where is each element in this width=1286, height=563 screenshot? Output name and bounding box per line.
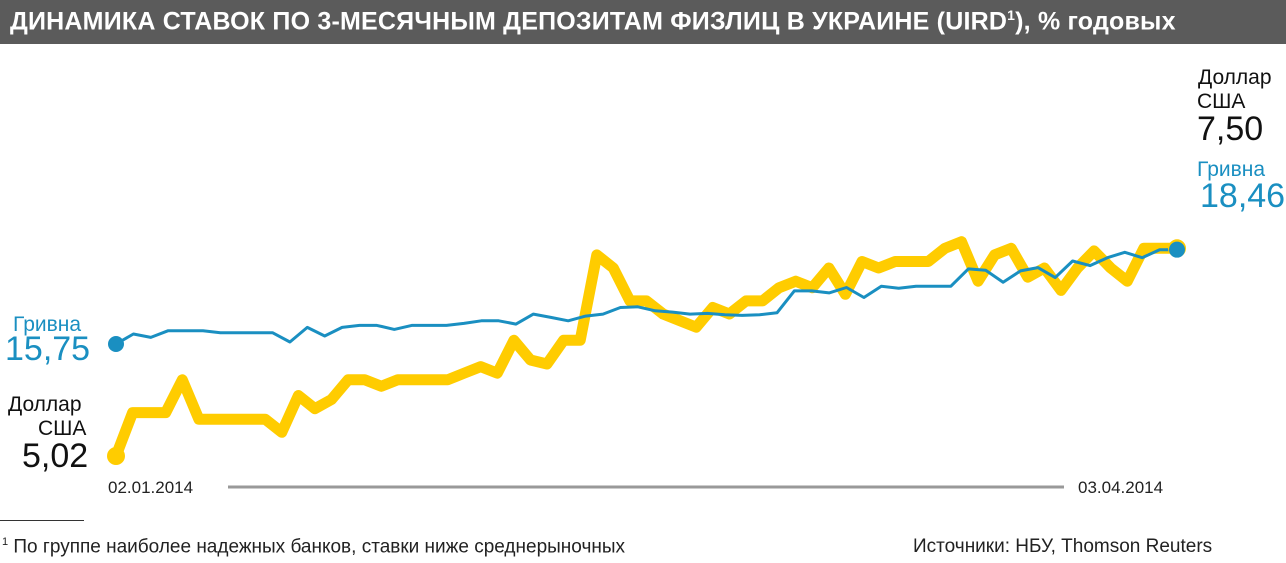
hryvnia-start-value: 15,75: [5, 330, 91, 368]
dollar-start-label-1: Доллар: [8, 393, 82, 416]
hryvnia-start-point: [108, 336, 124, 352]
line-chart: [107, 236, 1186, 489]
series-line-hryvnia: [115, 248, 1177, 346]
chart-title: ДИНАМИКА СТАВОК ПО 3-МЕСЯЧНЫМ ДЕПОЗИТАМ …: [10, 7, 1176, 36]
dollar-end-value: 7,50: [1197, 110, 1264, 148]
footnote-rule: [0, 520, 84, 521]
dollar-end-label-2: США: [1197, 90, 1246, 113]
footnote: 1 По группе наиболее надежных банков, ст…: [2, 536, 625, 558]
dollar-start-value: 5,02: [22, 437, 89, 475]
series-line-dollar: [110, 236, 1183, 462]
dollar-end-label-1: Доллар: [1198, 66, 1272, 89]
title-bar: [0, 0, 1286, 44]
source-note: Источники: НБУ, Thomson Reuters: [913, 536, 1213, 557]
hryvnia-end-value: 18,46: [1200, 177, 1286, 215]
dollar-start-label-2: США: [38, 417, 87, 440]
hryvnia-end-label: Гривна: [1197, 158, 1266, 181]
x-start-date: 02.01.2014: [108, 478, 194, 497]
hryvnia-start-label: Гривна: [13, 313, 82, 336]
dollar-start-point: [107, 447, 125, 465]
x-end-date: 03.04.2014: [1078, 478, 1164, 497]
hryvnia-end-point: [1169, 241, 1185, 258]
